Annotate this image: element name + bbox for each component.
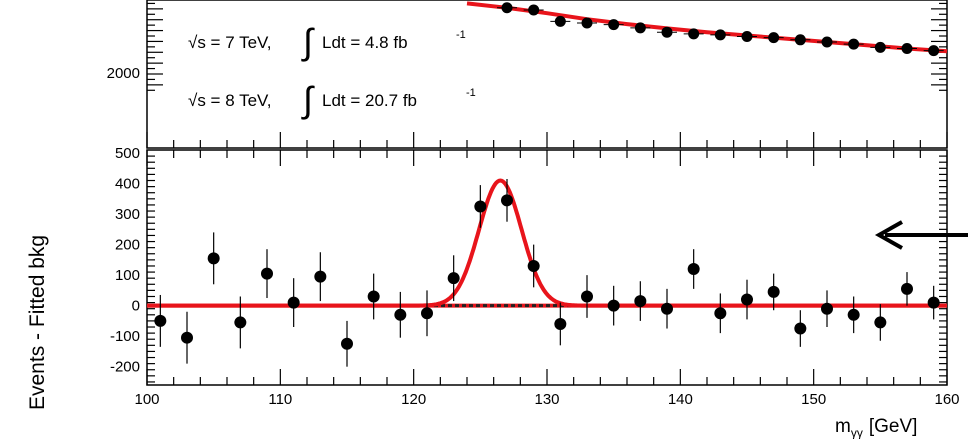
upper-data-point bbox=[634, 22, 646, 34]
upper-data-point bbox=[901, 42, 913, 54]
lower-data-point bbox=[234, 316, 247, 329]
x-axis-label: mγγ [GeV] bbox=[835, 416, 917, 439]
lower-ytick-label: 300 bbox=[115, 206, 140, 223]
lower-ytick-label: 400 bbox=[115, 176, 140, 193]
signal-gaussian-line bbox=[147, 178, 947, 308]
lower-data-point bbox=[261, 267, 273, 280]
lower-data-point bbox=[794, 322, 807, 335]
lower-data-point bbox=[447, 272, 460, 285]
lower-data-point bbox=[527, 259, 540, 272]
annotation-7tev-lumi: Ldt = 4.8 fb bbox=[322, 33, 408, 52]
upper-data-point bbox=[874, 41, 886, 53]
x-axis-label-sub: γγ bbox=[851, 426, 863, 439]
integral-sign-7tev: ∫ bbox=[301, 21, 315, 62]
lower-data-point bbox=[314, 270, 327, 283]
lower-data-point bbox=[607, 299, 620, 312]
lower-data-point bbox=[154, 314, 167, 327]
upper-data-point bbox=[581, 17, 593, 29]
lower-data-point bbox=[394, 308, 407, 321]
lower-data-point bbox=[367, 290, 380, 303]
lower-xtick-label: 120 bbox=[401, 391, 426, 408]
lower-data-point bbox=[741, 293, 753, 306]
lower-data-point bbox=[181, 331, 193, 344]
y-axis-label: Events - Fitted bkg bbox=[26, 235, 49, 410]
lower-data-point bbox=[421, 307, 433, 320]
lower-xtick-label: 150 bbox=[801, 391, 826, 408]
upper-data-point bbox=[608, 19, 620, 31]
lower-data-point bbox=[687, 263, 700, 276]
lower-data-point bbox=[634, 295, 647, 308]
lower-data-point bbox=[341, 337, 353, 350]
energy-annotation-7tev: √s = 7 TeV, ∫ Ldt = 4.8 fb -1 bbox=[188, 21, 466, 62]
signal-fit-curve bbox=[147, 178, 947, 308]
lower-data-point bbox=[581, 290, 593, 303]
lower-ytick-label: 200 bbox=[115, 237, 140, 254]
lower-data-point bbox=[661, 302, 673, 315]
annotation-7tev-exponent: -1 bbox=[456, 29, 466, 41]
arrow-head bbox=[874, 220, 903, 250]
lower-x-tick-labels: 100 110 120 130 140 150 160 bbox=[134, 391, 959, 408]
lower-ytick-label: 0 bbox=[132, 298, 140, 315]
upper-data-point bbox=[661, 26, 673, 38]
lower-data-point bbox=[714, 307, 727, 320]
x-axis-label-unit: [GeV] bbox=[869, 416, 918, 437]
lower-y-tick-labels: 500 400 300 200 100 0 -100 -200 bbox=[110, 145, 140, 376]
upper-data-point bbox=[848, 38, 860, 50]
lower-xtick-label: 140 bbox=[668, 391, 693, 408]
annotation-8tev-sqrt: √s = 8 TeV, bbox=[188, 91, 272, 110]
lower-ytick-label: -100 bbox=[110, 328, 140, 345]
upper-data-point bbox=[928, 45, 940, 57]
annotation-7tev-sqrt: √s = 7 TeV, bbox=[188, 33, 272, 52]
upper-data-point bbox=[768, 32, 780, 44]
lower-data-point bbox=[554, 317, 567, 330]
lower-xtick-label: 100 bbox=[134, 391, 159, 408]
lower-data-point bbox=[901, 282, 913, 295]
lower-data-point bbox=[767, 285, 780, 298]
upper-data-point bbox=[554, 15, 566, 27]
integral-sign-8tev: ∫ bbox=[301, 79, 315, 120]
upper-data-point bbox=[501, 2, 513, 14]
upper-fit-line bbox=[466, 1, 948, 54]
annotation-8tev-exponent: -1 bbox=[466, 87, 476, 99]
energy-annotation-8tev: √s = 8 TeV, ∫ Ldt = 20.7 fb -1 bbox=[188, 79, 476, 120]
x-axis-label-main: m bbox=[835, 416, 851, 437]
upper-panel: 2000 √s = 7 TeV, ∫ Ldt = 4.8 fb -1 √s = … bbox=[107, 0, 948, 149]
lower-data-point bbox=[501, 194, 513, 207]
upper-data-point bbox=[741, 31, 753, 43]
upper-frame bbox=[146, 0, 948, 149]
lower-data-point bbox=[821, 302, 833, 315]
left-arrow bbox=[874, 220, 968, 250]
lower-ytick-label: 500 bbox=[115, 145, 140, 162]
lower-ytick-label: 100 bbox=[115, 267, 140, 284]
upper-data-point bbox=[528, 4, 540, 16]
lower-data-point bbox=[207, 252, 220, 265]
lower-ytick-label: -200 bbox=[110, 359, 140, 376]
lower-data-point bbox=[847, 308, 860, 321]
lower-data-point bbox=[874, 316, 887, 329]
upper-data-point bbox=[688, 28, 700, 40]
lower-data-points bbox=[154, 178, 940, 367]
upper-data-point bbox=[794, 34, 806, 46]
lower-panel: 500 400 300 200 100 0 -100 -200 100 110 120 130 140… bbox=[110, 132, 968, 408]
upper-data-point bbox=[821, 36, 833, 48]
upper-data-points bbox=[497, 2, 944, 57]
lower-xtick-label: 130 bbox=[534, 391, 559, 408]
upper-data-point bbox=[714, 29, 726, 41]
lower-data-point bbox=[287, 296, 300, 309]
upper-y-ticks bbox=[147, 2, 947, 91]
annotation-8tev-lumi: Ldt = 20.7 fb bbox=[322, 91, 417, 110]
upper-ytick-label: 2000 bbox=[107, 65, 140, 82]
lower-xtick-label: 160 bbox=[934, 391, 959, 408]
lower-data-point bbox=[474, 200, 487, 213]
lower-xtick-label: 110 bbox=[268, 391, 292, 408]
lower-axis-ticks bbox=[146, 132, 948, 385]
upper-fit-curve bbox=[466, 1, 948, 54]
lower-data-point bbox=[927, 296, 940, 309]
